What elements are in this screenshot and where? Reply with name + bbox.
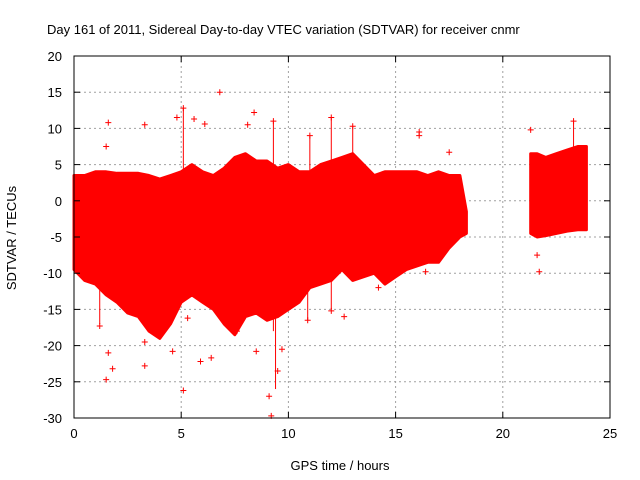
x-tick-label: 25 [603, 426, 617, 441]
data-point [191, 115, 198, 122]
data-point [253, 348, 260, 355]
data-band-main [72, 152, 468, 340]
data-band-late [529, 145, 588, 239]
y-tick-label: 0 [55, 194, 62, 209]
data-point [304, 317, 311, 324]
x-axis-label: GPS time / hours [291, 458, 390, 473]
data-point [341, 313, 348, 320]
data-point [105, 349, 112, 356]
chart-title: Day 161 of 2011, Sidereal Day-to-day VTE… [47, 22, 520, 37]
y-tick-label: 15 [48, 85, 62, 100]
data-point [141, 121, 148, 128]
data-point [570, 118, 577, 125]
data-point [141, 362, 148, 369]
data-point [349, 123, 356, 130]
data-point [103, 143, 110, 150]
data-point [208, 354, 215, 361]
data-point [184, 315, 191, 322]
data-point [422, 268, 429, 275]
y-tick-label: -5 [50, 230, 62, 245]
data-point [109, 365, 116, 372]
data-point [173, 114, 180, 121]
data-point [328, 307, 335, 314]
y-tick-label: -15 [43, 302, 62, 317]
x-tick-label: 5 [178, 426, 185, 441]
x-tick-label: 15 [388, 426, 402, 441]
data-point [266, 393, 273, 400]
grid-lines [74, 56, 610, 418]
data-point [328, 114, 335, 121]
data-point [105, 119, 112, 126]
data-point [197, 358, 204, 365]
data-point [375, 284, 382, 291]
data-point [306, 132, 313, 139]
data-point [103, 376, 110, 383]
data-point [233, 328, 240, 335]
data-point [180, 387, 187, 394]
data-point [251, 109, 258, 116]
y-tick-label: 20 [48, 49, 62, 64]
y-tick-label: 5 [55, 158, 62, 173]
data-point [278, 346, 285, 353]
axis-ticks: 0 5 10 15 20 25 -30 -25 -20 -15 -10 -5 0 5 10 15 20 [43, 49, 617, 441]
data-point [180, 105, 187, 112]
data-point [141, 338, 148, 345]
data-point [96, 323, 103, 330]
x-tick-label: 0 [70, 426, 77, 441]
y-tick-label: -25 [43, 375, 62, 390]
data-point [527, 126, 534, 133]
data-point [446, 149, 453, 156]
y-axis-label: SDTVAR / TECUs [4, 185, 19, 290]
y-tick-label: -10 [43, 266, 62, 281]
data-point [534, 252, 541, 259]
plot-area [72, 89, 588, 419]
x-tick-label: 20 [496, 426, 510, 441]
x-tick-label: 10 [281, 426, 295, 441]
data-point [216, 89, 223, 96]
data-point [536, 268, 543, 275]
data-point [274, 367, 281, 374]
data-point [169, 348, 176, 355]
data-point [270, 118, 277, 125]
y-tick-label: -30 [43, 411, 62, 426]
data-point [201, 121, 208, 128]
data-point [416, 132, 423, 139]
y-tick-label: 10 [48, 121, 62, 136]
data-point [244, 121, 251, 128]
y-tick-label: -20 [43, 339, 62, 354]
